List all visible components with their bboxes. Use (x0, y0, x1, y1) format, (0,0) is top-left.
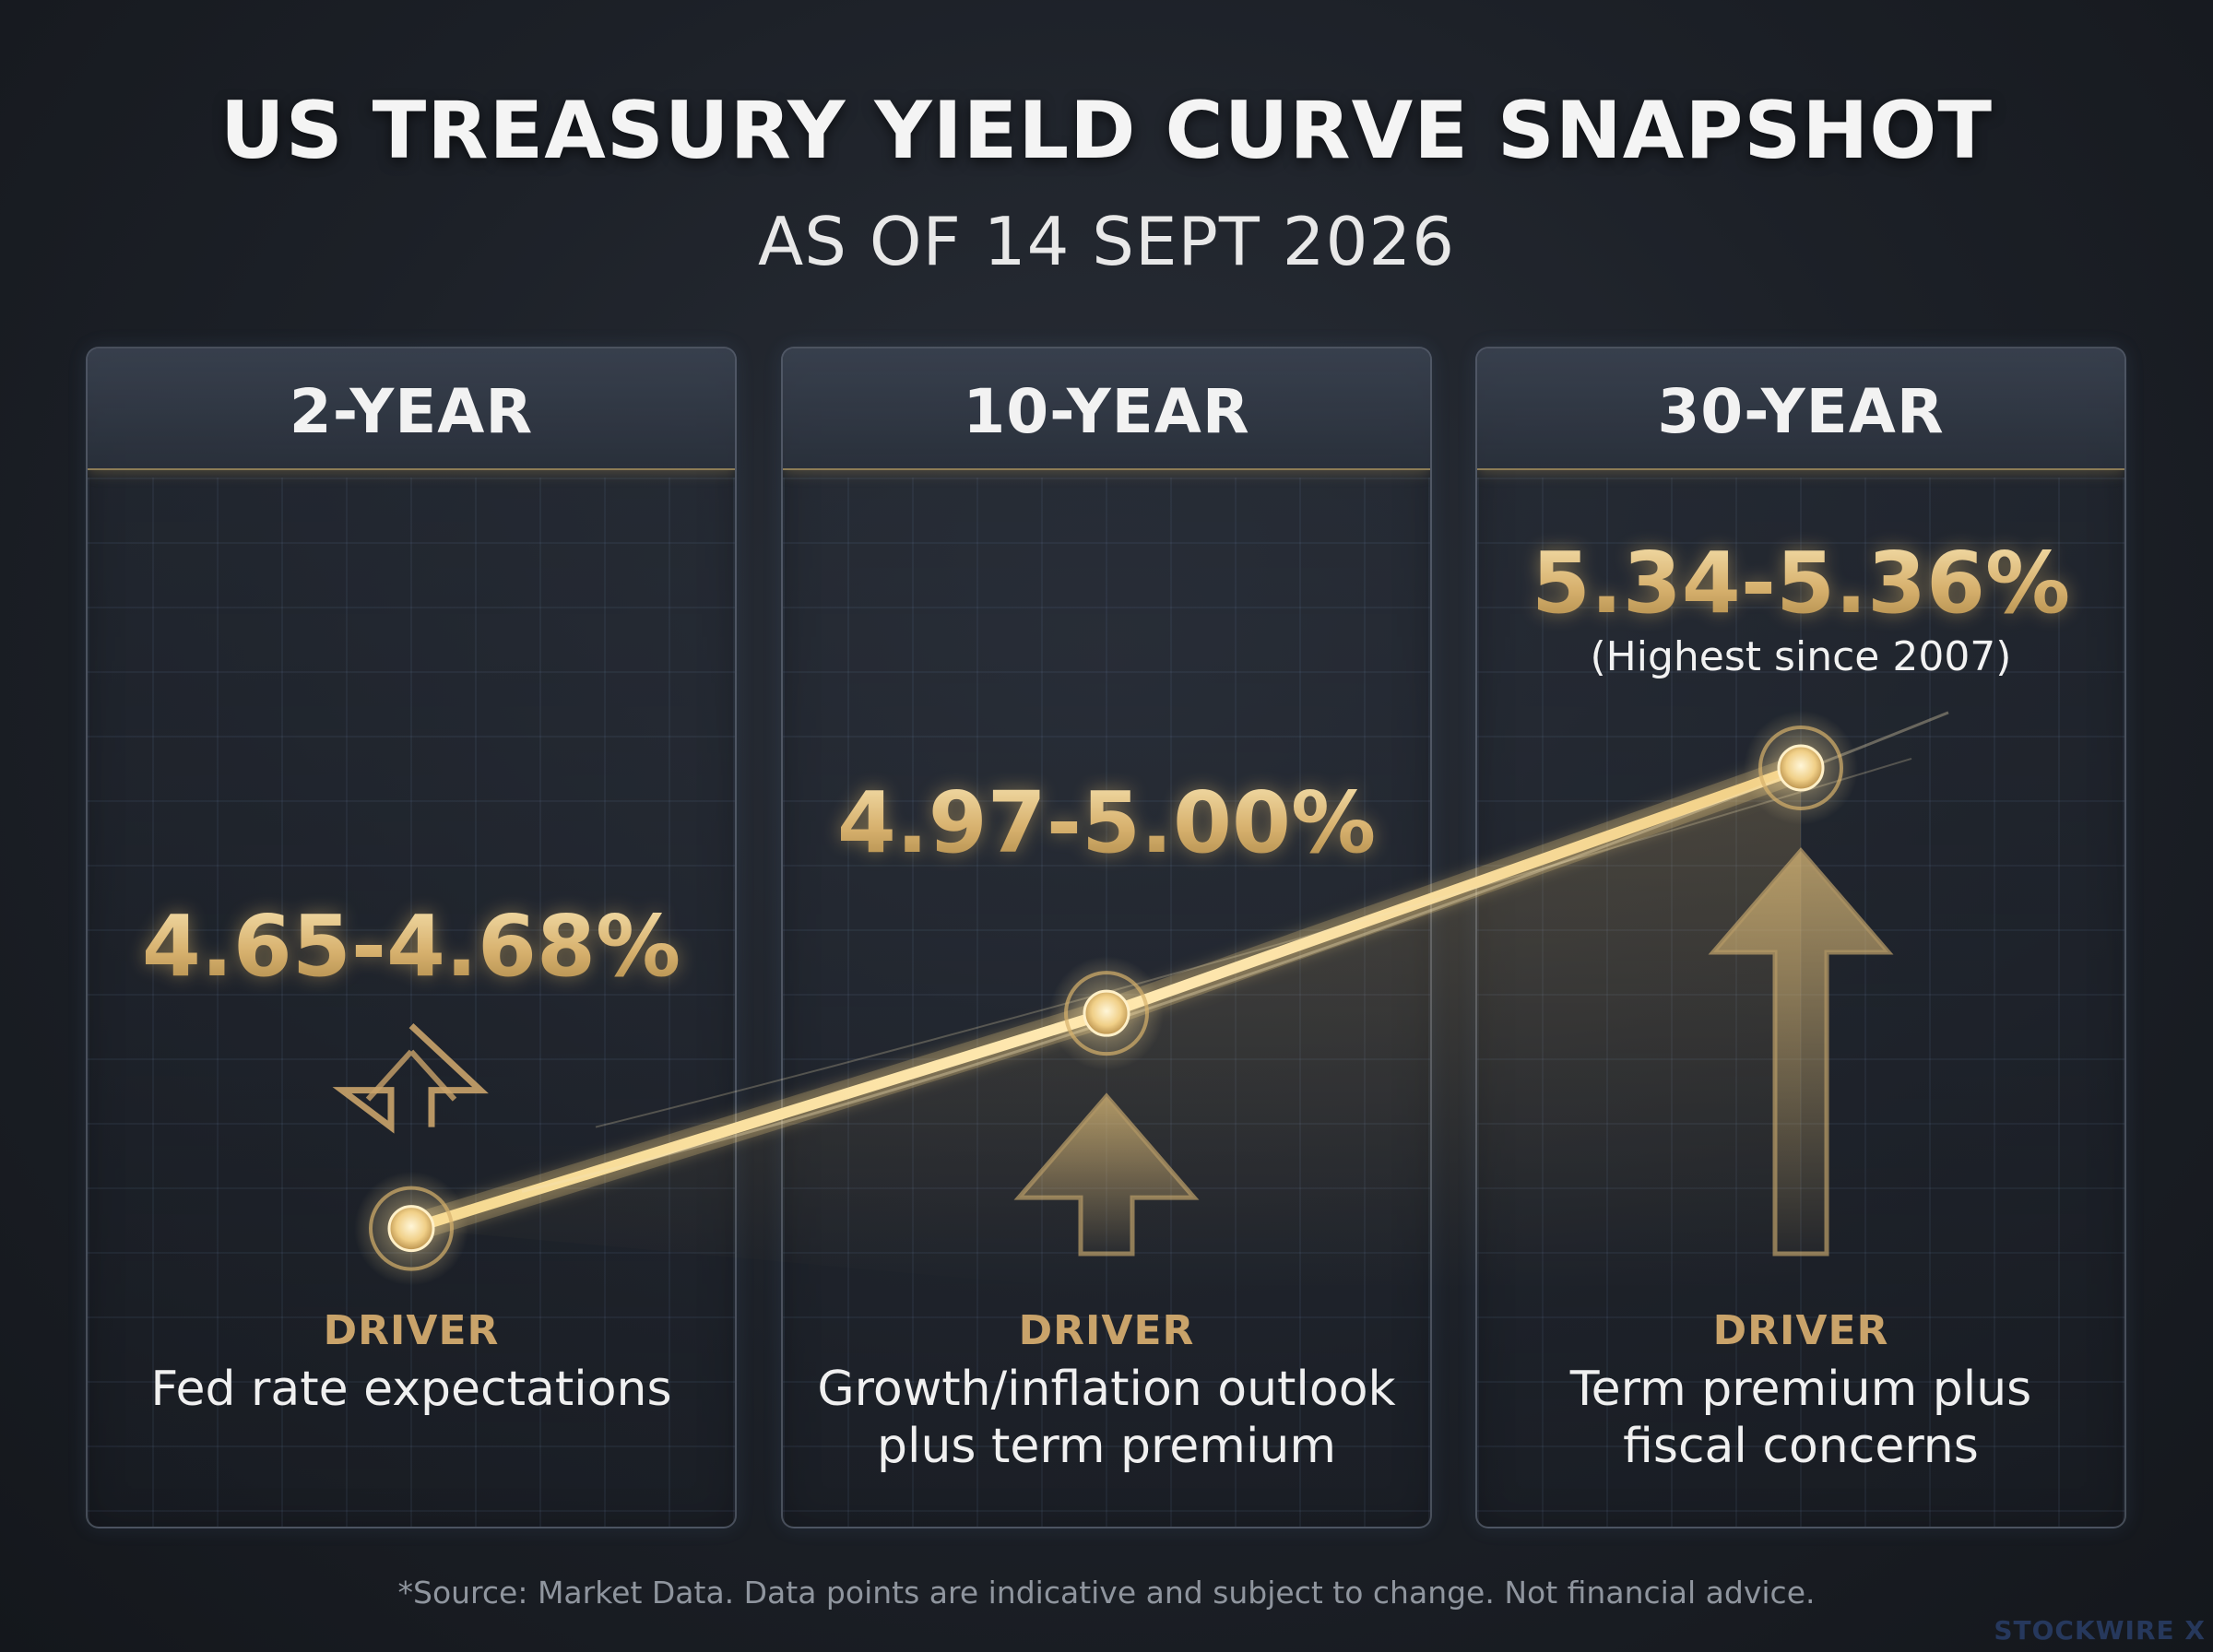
driver-heading: DRIVER (1712, 1307, 1889, 1354)
panel-10-year: 10-YEAR DRIVER Growth/inflation outlook … (781, 347, 1432, 1528)
driver-text-10-year: Growth/inflation outlook plus term premi… (801, 1361, 1412, 1475)
data-label-30-year: 5.34-5.36% (1515, 534, 2087, 632)
driver-line: Fed rate expectations (150, 1362, 672, 1417)
driver-line: plus term premium (876, 1419, 1336, 1474)
highest-since-annotation: (Highest since 2007) (1590, 632, 2012, 680)
driver-text-30-year: Term premium plus fiscal concerns (1496, 1361, 2106, 1475)
panel-30-year: 30-YEAR DRIVER Term premium plus fiscal … (1475, 347, 2126, 1528)
driver-line: Term premium plus (1569, 1362, 2032, 1417)
data-label-2-year: 4.65-4.68% (125, 897, 697, 996)
chart-title: US TREASURY YIELD CURVE SNAPSHOT (219, 85, 1994, 177)
driver-line: fiscal concerns (1623, 1419, 1979, 1474)
data-label-10-year: 4.97-5.00% (821, 773, 1392, 872)
watermark-logo: STOCKWIRE X (1994, 1615, 2206, 1646)
driver-text-2-year: Fed rate expectations (106, 1361, 716, 1418)
chart-subtitle: AS OF 14 SEPT 2026 (757, 203, 1456, 280)
panel-header: 10-YEAR (783, 348, 1430, 470)
panel-label-30-year: 30-YEAR (1657, 376, 1945, 447)
source-footnote: *Source: Market Data. Data points are in… (397, 1575, 1816, 1611)
driver-heading: DRIVER (1018, 1307, 1195, 1354)
panel-header: 30-YEAR (1477, 348, 2124, 470)
panel-label-2-year: 2-YEAR (289, 376, 534, 447)
panel-label-10-year: 10-YEAR (963, 376, 1250, 447)
driver-line: Growth/inflation outlook (817, 1362, 1396, 1417)
driver-heading: DRIVER (323, 1307, 500, 1354)
panel-header: 2-YEAR (88, 348, 735, 470)
